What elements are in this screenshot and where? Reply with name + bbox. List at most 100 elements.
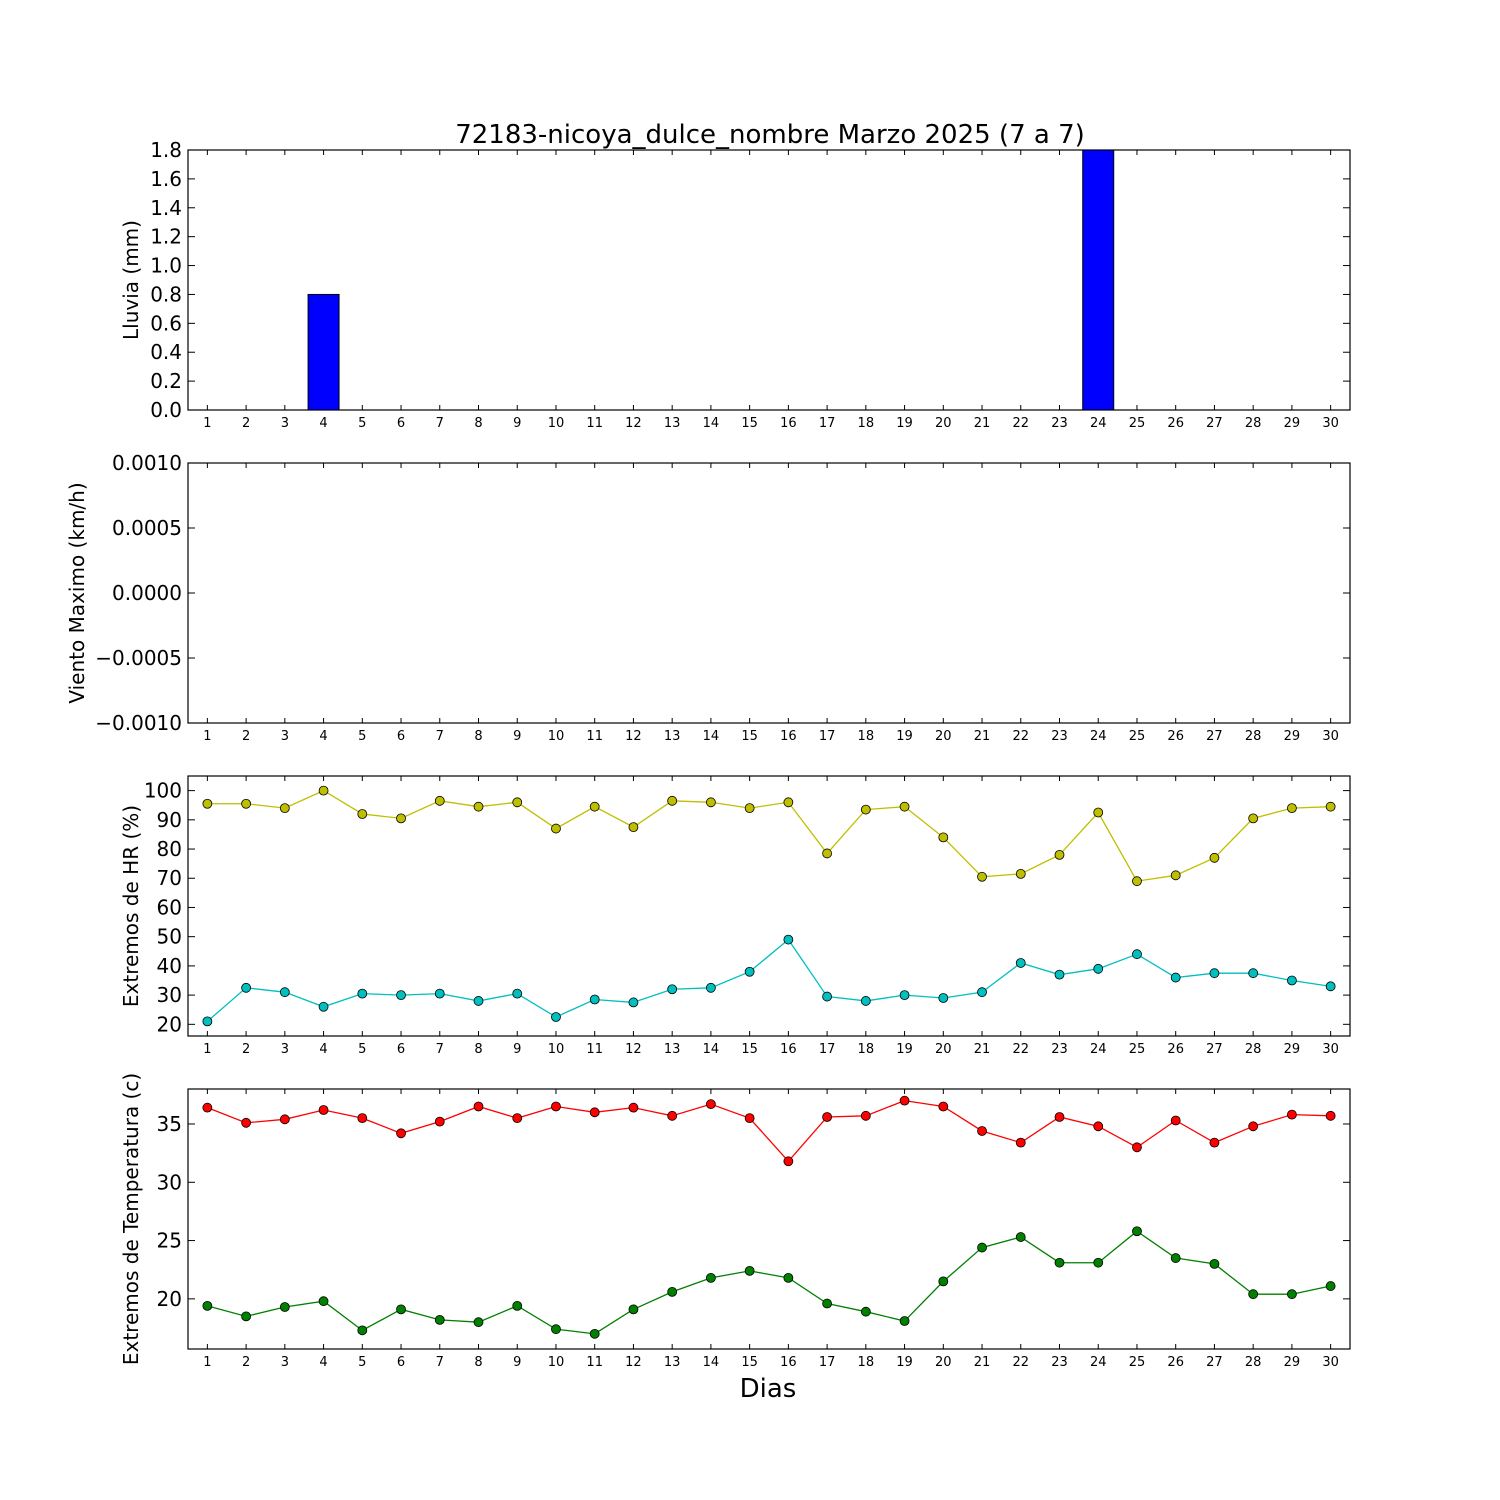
data-point (706, 982, 716, 993)
data-point (938, 832, 949, 843)
data-point (706, 1099, 716, 1110)
data-point (744, 1113, 755, 1124)
x-tick-label: 24 (1090, 729, 1107, 744)
x-tick-label: 10 (548, 1042, 565, 1057)
data-point (628, 822, 639, 833)
y-tick-label: 1.8 (150, 138, 182, 162)
x-tick-label: 15 (741, 416, 758, 431)
x-tick-label: 11 (586, 1042, 603, 1057)
x-tick-label: 12 (625, 1042, 642, 1057)
x-tick-label: 17 (819, 1042, 836, 1057)
data-point (744, 803, 755, 814)
data-point (434, 988, 445, 999)
data-point (1325, 1110, 1336, 1121)
data-point (279, 987, 290, 998)
x-tick-label: 20 (935, 729, 952, 744)
y-tick-label: 70 (157, 866, 182, 890)
y-axis-label: Extremos de Temperatura (c) (119, 1073, 143, 1365)
y-tick-label: −0.0010 (95, 711, 182, 735)
x-tick-label: 4 (319, 1355, 327, 1370)
data-point (822, 991, 832, 1002)
data-point (1132, 1142, 1142, 1153)
y-tick-label: 0.0 (150, 398, 182, 422)
x-tick-label: 19 (896, 1355, 913, 1370)
x-tick-label: 13 (664, 1355, 681, 1370)
x-tick-label: 26 (1167, 1042, 1184, 1057)
y-tick-label: 20 (157, 1287, 182, 1311)
x-tick-label: 9 (513, 1355, 521, 1370)
x-tick-label: 5 (358, 1042, 366, 1057)
data-point (512, 797, 523, 808)
data-point (938, 1276, 949, 1287)
data-point (202, 1016, 213, 1027)
data-point (783, 934, 794, 945)
data-point (1170, 1253, 1181, 1263)
data-point (1209, 968, 1220, 979)
data-point (860, 996, 871, 1006)
data-point (899, 1095, 910, 1106)
data-point (783, 1272, 794, 1283)
x-tick-label: 1 (203, 729, 211, 744)
x-tick-label: 22 (1012, 729, 1029, 744)
x-tick-label: 18 (858, 416, 875, 431)
figure-title: 72183-nicoya_dulce_nombre Marzo 2025 (7 … (455, 120, 1085, 150)
data-point (1170, 870, 1181, 881)
x-tick-label: 2 (242, 1042, 250, 1057)
data-point (667, 795, 678, 806)
x-tick-label: 14 (703, 729, 720, 744)
data-point (241, 1117, 252, 1128)
data-point (1093, 1121, 1104, 1132)
x-tick-label: 8 (474, 1042, 482, 1057)
x-tick-label: 15 (741, 1355, 758, 1370)
data-point (473, 996, 484, 1006)
y-tick-label: 30 (157, 1170, 182, 1194)
x-tick-label: 10 (548, 729, 565, 744)
data-point (434, 795, 445, 806)
data-point (1132, 1226, 1142, 1237)
data-point (1054, 1257, 1065, 1268)
data-point (1209, 1137, 1220, 1148)
rain-bar (1082, 149, 1115, 411)
data-point (318, 1296, 329, 1307)
x-tick-label: 6 (397, 416, 405, 431)
y-tick-label: 0.0000 (112, 581, 182, 605)
data-point (1132, 949, 1142, 960)
data-point (202, 1300, 213, 1311)
x-tick-label: 15 (741, 1042, 758, 1057)
x-tick-label: 14 (703, 1042, 720, 1057)
x-tick-label: 8 (474, 1355, 482, 1370)
data-point (1248, 813, 1259, 824)
data-point (434, 1116, 445, 1127)
x-tick-label: 21 (974, 416, 991, 431)
x-tick-label: 18 (858, 1355, 875, 1370)
x-tick-label: 25 (1129, 1042, 1146, 1057)
x-tick-label: 4 (319, 416, 327, 431)
x-tick-label: 1 (203, 416, 211, 431)
x-tick-label: 21 (974, 1042, 991, 1057)
y-axis-label: Extremos de HR (%) (119, 805, 143, 1007)
x-tick-label: 24 (1090, 416, 1107, 431)
x-tick-label: 19 (896, 729, 913, 744)
x-tick-label: 6 (397, 729, 405, 744)
x-tick-label: 29 (1284, 1355, 1301, 1370)
x-tick-label: 19 (896, 1042, 913, 1057)
data-point (241, 1311, 252, 1322)
x-tick-label: 3 (281, 729, 289, 744)
x-tick-label: 3 (281, 1042, 289, 1057)
data-point (977, 871, 987, 882)
data-point (1170, 972, 1181, 983)
x-tick-label: 20 (935, 416, 952, 431)
x-tick-label: 19 (896, 416, 913, 431)
x-tick-label: 10 (548, 416, 565, 431)
x-tick-label: 30 (1322, 1355, 1339, 1370)
x-tick-label: 9 (513, 1042, 521, 1057)
x-tick-label: 2 (242, 416, 250, 431)
data-point (318, 1105, 329, 1115)
x-tick-label: 17 (819, 416, 836, 431)
y-tick-label: 1.2 (150, 225, 182, 249)
y-tick-label: 0.0005 (112, 516, 182, 540)
data-point (1287, 1109, 1297, 1120)
x-tick-label: 27 (1206, 1042, 1223, 1057)
data-point (1248, 1289, 1259, 1300)
y-axis-label: Lluvia (mm) (119, 220, 143, 340)
